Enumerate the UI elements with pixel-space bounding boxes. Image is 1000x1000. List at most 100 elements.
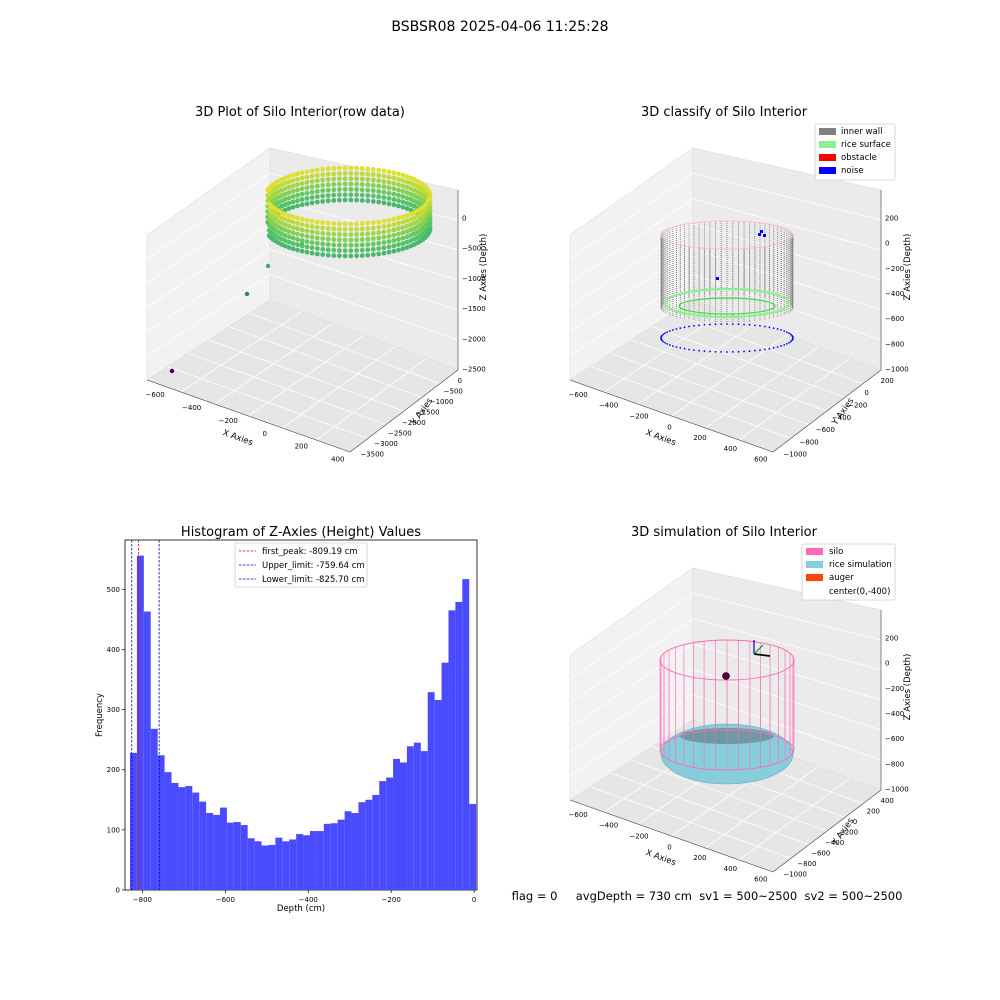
raw-point <box>370 220 376 226</box>
raw-point <box>295 215 300 221</box>
panel-simulation: 3D simulation of Silo Interior −600 −400 −… <box>569 525 913 884</box>
panel-simulation-title: 3D simulation of Silo Interior <box>631 525 818 540</box>
raw-point <box>365 242 371 247</box>
noise-point <box>709 323 711 326</box>
histogram-y-tick-label: 100 <box>107 826 120 834</box>
y-tick-label: −1500 <box>416 409 440 417</box>
raw-point <box>370 246 376 252</box>
legend-label-inner-wall: inner wall <box>841 127 882 137</box>
raw-point <box>286 234 292 240</box>
z-tick-label: 200 <box>885 634 898 642</box>
raw-point <box>286 213 292 218</box>
raw-point <box>381 218 387 224</box>
noise-point <box>693 325 695 327</box>
y-tick-label: −600 <box>811 850 830 858</box>
raw-point <box>337 221 342 227</box>
histogram-bar <box>157 755 165 890</box>
raw-point <box>376 230 382 236</box>
raw-point <box>396 182 401 188</box>
raw-point <box>295 198 300 204</box>
x-tick-label: −400 <box>599 822 618 830</box>
raw-point <box>314 246 320 252</box>
legend-swatch-obstacle <box>819 154 836 161</box>
raw-point <box>337 187 342 192</box>
raw-point <box>370 230 376 236</box>
raw-point <box>370 167 376 172</box>
noise-cluster-point <box>763 234 766 237</box>
raw-point <box>299 181 305 186</box>
histogram-x-tick-label: −800 <box>133 896 152 904</box>
raw-point <box>342 197 348 203</box>
raw-point <box>365 252 371 258</box>
raw-point <box>354 232 359 237</box>
y-tick-label: −500 <box>444 387 463 395</box>
raw-point <box>370 193 376 199</box>
raw-point <box>348 253 354 259</box>
raw-point <box>400 183 406 189</box>
raw-point <box>348 232 354 238</box>
x-tick-label: 400 <box>724 445 737 453</box>
figure-title: BSBSR08 2025-04-06 11:25:28 <box>391 19 608 35</box>
raw-point <box>337 165 342 171</box>
histogram-bar <box>462 579 470 890</box>
raw-point <box>331 192 337 198</box>
raw-point <box>309 168 315 174</box>
noise-point <box>731 351 734 353</box>
legend-swatch-silo <box>806 548 823 555</box>
z-tick-label: −800 <box>885 760 904 768</box>
raw-point <box>282 232 288 238</box>
classify-legend: inner wall rice surface obstacle noise <box>814 123 896 181</box>
raw-point <box>314 189 320 194</box>
raw-point <box>342 232 348 238</box>
histogram-x-tick-label: −600 <box>216 896 235 904</box>
raw-point <box>354 187 359 192</box>
histogram-bar <box>323 823 331 890</box>
raw-point <box>320 167 326 172</box>
raw-point <box>295 176 300 182</box>
noise-point <box>748 350 751 353</box>
raw-point <box>299 202 305 208</box>
raw-point <box>381 229 387 235</box>
x-tick-label: 0 <box>263 430 267 438</box>
raw-point <box>342 237 348 243</box>
raw-point <box>309 184 315 190</box>
raw-point <box>370 188 376 194</box>
raw-point <box>337 171 342 176</box>
legend-upper-limit: Upper_limit: -759.64 cm <box>262 561 365 571</box>
raw-point <box>299 170 305 176</box>
noise-point <box>783 344 786 346</box>
raw-point <box>290 246 296 252</box>
noise-point <box>726 323 728 325</box>
raw-data-points <box>169 165 433 374</box>
raw-point <box>325 187 331 193</box>
raw-outlier-point <box>299 241 305 247</box>
raw-point <box>286 223 292 229</box>
raw-point <box>348 197 354 203</box>
raw-point <box>331 221 337 227</box>
raw-point <box>314 194 320 200</box>
noise-point <box>675 328 678 330</box>
raw-point <box>290 178 296 183</box>
raw-point <box>376 189 382 194</box>
x-tick-label: 0 <box>667 423 671 431</box>
raw-point <box>404 245 410 250</box>
x-tick-label: −600 <box>569 811 588 819</box>
raw-point <box>354 181 359 187</box>
noise-point <box>791 339 793 342</box>
raw-point <box>348 165 354 171</box>
classify-x-label: X Axies <box>644 428 677 448</box>
histogram-bar <box>268 844 276 890</box>
raw-point <box>295 242 300 248</box>
raw-point <box>282 216 288 222</box>
raw-point <box>337 237 342 243</box>
raw-point <box>314 240 320 246</box>
raw-point <box>391 222 397 227</box>
raw-point <box>348 192 354 198</box>
noise-point <box>672 329 674 331</box>
raw-point <box>342 187 348 192</box>
noise-point <box>776 346 779 348</box>
raw-point <box>427 195 433 201</box>
raw-point <box>391 227 397 233</box>
raw-point <box>295 237 300 242</box>
raw-point <box>391 243 397 249</box>
